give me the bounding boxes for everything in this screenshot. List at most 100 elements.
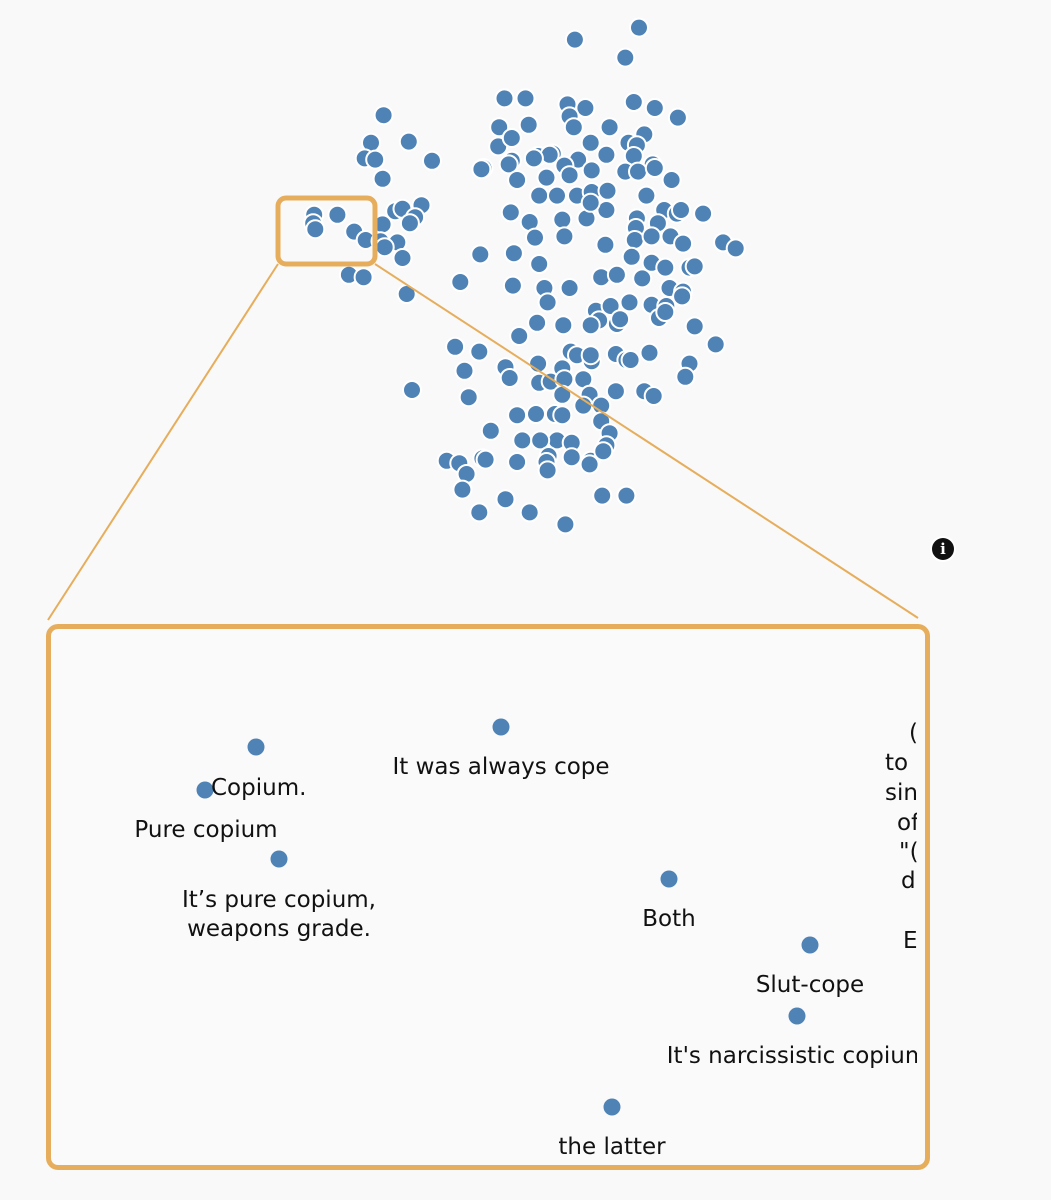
scatter-point[interactable]: [619, 292, 640, 313]
scatter-point[interactable]: [518, 114, 539, 135]
scatter-point[interactable]: [507, 170, 528, 190]
scatter-point[interactable]: [655, 302, 676, 322]
scatter-point[interactable]: [624, 230, 645, 250]
scatter-point[interactable]: [563, 117, 584, 138]
scatter-point[interactable]: [353, 267, 374, 288]
zoom-point[interactable]: [660, 870, 678, 888]
scatter-point[interactable]: [503, 243, 524, 264]
scatter-point[interactable]: [536, 167, 557, 188]
scatter-point[interactable]: [554, 226, 575, 247]
scatter-point[interactable]: [684, 316, 705, 337]
scatter-point[interactable]: [639, 342, 660, 363]
scatter-point[interactable]: [615, 47, 636, 68]
scatter-point[interactable]: [469, 502, 490, 523]
scatter-point[interactable]: [644, 98, 665, 118]
scatter-point[interactable]: [547, 185, 567, 206]
scatter-point[interactable]: [471, 159, 492, 180]
scatter-point[interactable]: [498, 154, 519, 175]
scatter-point[interactable]: [559, 165, 580, 186]
scatter-point[interactable]: [575, 98, 596, 118]
scatter-point[interactable]: [623, 92, 644, 112]
scatter-point[interactable]: [620, 350, 641, 370]
zoom-point[interactable]: [801, 936, 819, 954]
scatter-point[interactable]: [399, 213, 420, 234]
scatter-point[interactable]: [580, 315, 601, 336]
scatter-point[interactable]: [597, 180, 618, 201]
scatter-point[interactable]: [641, 226, 662, 247]
scatter-point[interactable]: [469, 341, 490, 362]
scatter-point[interactable]: [596, 144, 617, 165]
scatter-point[interactable]: [559, 278, 580, 298]
scatter-point[interactable]: [398, 131, 419, 152]
scatter-point[interactable]: [475, 449, 496, 470]
scatter-point[interactable]: [528, 353, 549, 374]
scatter-point[interactable]: [526, 404, 546, 424]
zoom-point[interactable]: [196, 781, 214, 799]
scatter-point[interactable]: [527, 312, 548, 333]
scatter-point[interactable]: [555, 514, 576, 535]
scatter-point[interactable]: [579, 454, 600, 475]
scatter-point[interactable]: [621, 246, 642, 267]
scatter-point[interactable]: [661, 170, 682, 190]
scatter-point[interactable]: [499, 368, 520, 388]
scatter-point[interactable]: [327, 204, 348, 225]
scatter-point[interactable]: [553, 315, 574, 336]
scatter-point[interactable]: [501, 128, 522, 148]
scatter-point[interactable]: [470, 244, 491, 265]
scatter-point[interactable]: [450, 272, 471, 292]
scatter-point[interactable]: [593, 441, 614, 462]
scatter-point[interactable]: [392, 248, 413, 268]
scatter-point[interactable]: [552, 405, 573, 426]
scatter-point[interactable]: [372, 168, 393, 189]
scatter-point[interactable]: [580, 192, 601, 213]
scatter-point[interactable]: [693, 203, 714, 224]
scatter-point[interactable]: [445, 336, 466, 357]
scatter-point[interactable]: [515, 88, 536, 109]
scatter-point[interactable]: [573, 395, 594, 416]
scatter-point[interactable]: [525, 227, 545, 248]
scatter-point[interactable]: [643, 386, 664, 406]
scatter-point[interactable]: [655, 257, 676, 278]
scatter-point[interactable]: [561, 447, 582, 468]
scatter-point[interactable]: [564, 29, 585, 50]
scatter-point[interactable]: [672, 286, 693, 307]
scatter-point[interactable]: [705, 334, 726, 355]
scatter-point[interactable]: [667, 107, 688, 128]
zoom-point[interactable]: [270, 850, 288, 868]
scatter-point[interactable]: [629, 17, 649, 38]
scatter-point[interactable]: [675, 366, 696, 387]
scatter-point[interactable]: [502, 275, 523, 296]
scatter-point[interactable]: [580, 132, 601, 153]
info-icon[interactable]: i: [932, 538, 954, 560]
scatter-point[interactable]: [684, 256, 705, 277]
scatter-point[interactable]: [495, 489, 516, 510]
scatter-point[interactable]: [552, 209, 573, 230]
scatter-point[interactable]: [529, 254, 550, 274]
scatter-point[interactable]: [494, 88, 515, 109]
zoom-point[interactable]: [247, 738, 265, 756]
scatter-point[interactable]: [452, 479, 473, 500]
scatter-point[interactable]: [592, 485, 613, 506]
scatter-point[interactable]: [537, 292, 558, 313]
scatter-point[interactable]: [365, 149, 386, 170]
scatter-point[interactable]: [523, 148, 544, 169]
scatter-point[interactable]: [671, 200, 691, 220]
zoom-point[interactable]: [788, 1007, 806, 1025]
scatter-point[interactable]: [616, 485, 637, 506]
zoom-point[interactable]: [603, 1098, 621, 1116]
zoom-point[interactable]: [492, 718, 510, 736]
scatter-point[interactable]: [606, 264, 627, 285]
scatter-point[interactable]: [519, 502, 540, 523]
scatter-point[interactable]: [509, 326, 530, 346]
scatter-point[interactable]: [305, 219, 326, 240]
scatter-point[interactable]: [512, 430, 533, 451]
scatter-point[interactable]: [454, 360, 475, 381]
scatter-point[interactable]: [489, 117, 510, 138]
scatter-point[interactable]: [673, 233, 694, 254]
scatter-point[interactable]: [628, 161, 648, 182]
scatter-point[interactable]: [402, 380, 422, 400]
scatter-point[interactable]: [636, 185, 657, 206]
scatter-point[interactable]: [725, 238, 746, 259]
scatter-point[interactable]: [374, 237, 395, 258]
scatter-point[interactable]: [610, 309, 631, 330]
